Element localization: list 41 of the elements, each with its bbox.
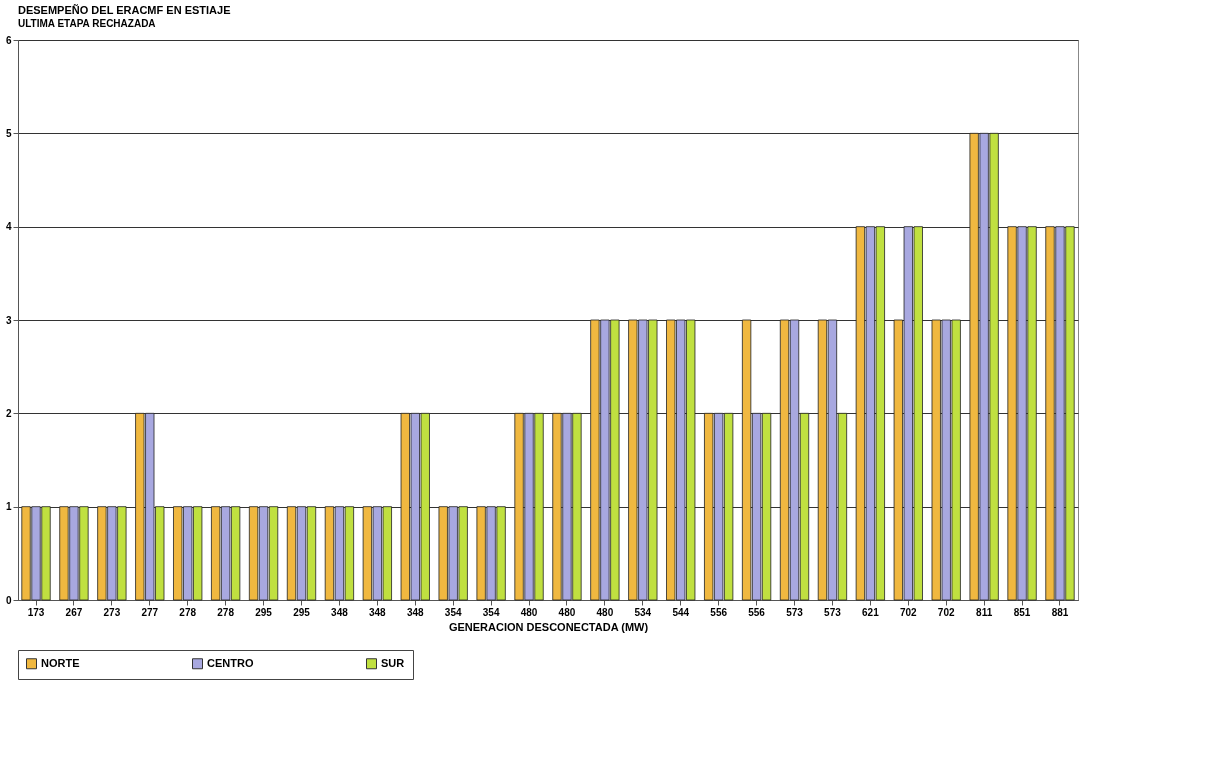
x-tick-label: 881 bbox=[1051, 606, 1069, 618]
x-tick-label: 277 bbox=[141, 606, 159, 618]
x-axis-title: GENERACION DESCONECTADA (MW) bbox=[448, 620, 649, 633]
x-tick-label: 273 bbox=[103, 606, 121, 618]
x-tick-label: 573 bbox=[824, 606, 842, 618]
x-tick-label: 480 bbox=[558, 606, 576, 618]
x-tick-label: 348 bbox=[406, 606, 425, 618]
x-tick-label: 295 bbox=[293, 606, 311, 618]
chart-title: DESEMPEÑO DEL ERACMF EN ESTIAJE bbox=[18, 4, 231, 16]
x-tick-label: 267 bbox=[65, 606, 83, 618]
x-tick-label: 573 bbox=[786, 606, 804, 618]
x-tick-label: 534 bbox=[634, 606, 652, 618]
y-tick-label: 6 bbox=[5, 34, 12, 46]
legend-label: CENTRO bbox=[207, 656, 254, 669]
x-tick-label: 544 bbox=[672, 606, 690, 618]
x-tick-label: 556 bbox=[748, 606, 766, 618]
x-tick-label: 348 bbox=[368, 606, 387, 618]
legend-label: SUR bbox=[381, 656, 405, 669]
x-tick-label: 278 bbox=[179, 606, 197, 618]
x-tick-label: 278 bbox=[217, 606, 235, 618]
x-tick-label: 480 bbox=[520, 606, 538, 618]
x-tick-label: 702 bbox=[899, 606, 918, 618]
x-tick-label: 702 bbox=[937, 606, 955, 618]
y-tick-label: 4 bbox=[5, 221, 12, 233]
legend-label: NORTE bbox=[41, 656, 80, 669]
x-tick-label: 811 bbox=[976, 606, 993, 618]
x-tick-label: 348 bbox=[331, 606, 349, 618]
x-tick-label: 556 bbox=[710, 606, 728, 618]
y-tick-label: 0 bbox=[5, 594, 12, 606]
y-tick-label: 2 bbox=[5, 407, 12, 419]
x-tick-label: 354 bbox=[444, 606, 462, 618]
y-tick-label: 3 bbox=[5, 314, 12, 326]
x-tick-label: 295 bbox=[255, 606, 273, 618]
x-tick-label: 354 bbox=[482, 606, 500, 618]
x-tick-label: 621 bbox=[862, 606, 880, 618]
x-tick-label: 851 bbox=[1013, 606, 1031, 618]
y-tick-label: 5 bbox=[5, 127, 12, 139]
y-tick-label: 1 bbox=[5, 501, 12, 513]
x-tick-label: 173 bbox=[27, 606, 45, 618]
y-axis-title: ULTIMA ETAPA RECHAZADA bbox=[18, 18, 156, 29]
x-tick-label: 480 bbox=[596, 606, 614, 618]
